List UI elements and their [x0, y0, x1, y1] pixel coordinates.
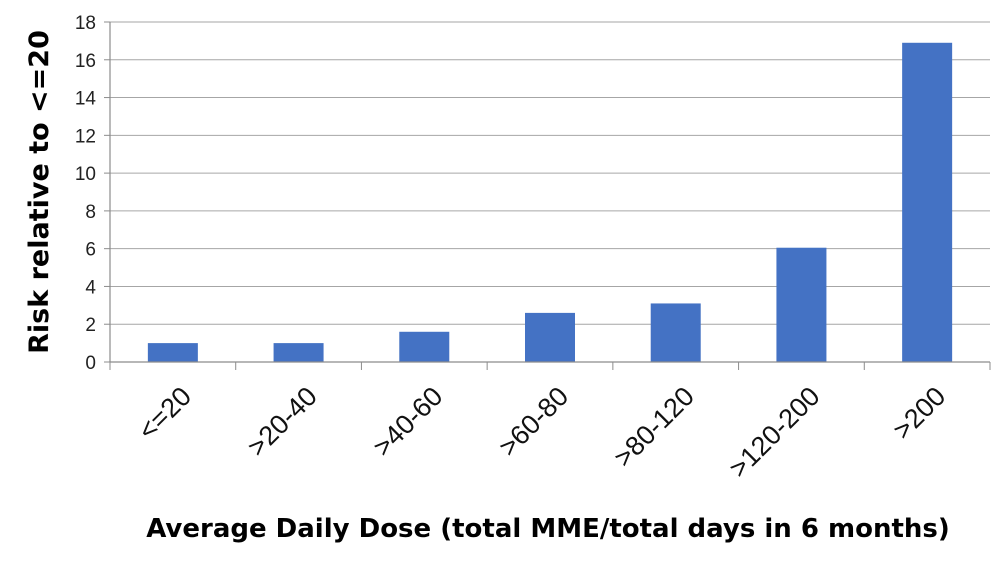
x-tick-label: >20-40 [242, 381, 323, 462]
bar-4 [650, 303, 701, 362]
x-tick-label: >200 [887, 381, 951, 445]
y-axis-title: Risk relative to <=20 [24, 30, 55, 354]
y-tick-labels: 0 2 4 6 8 10 12 14 16 18 [75, 13, 97, 374]
x-tick-label: >40-60 [367, 381, 448, 462]
y-tick-label: 12 [75, 126, 96, 147]
y-tick-label: 16 [75, 51, 96, 72]
bar-6 [902, 42, 953, 363]
bar-2 [399, 331, 450, 362]
y-tick-label: 0 [85, 353, 96, 374]
bar-0 [147, 343, 198, 362]
bar-3 [525, 312, 575, 362]
x-tick-label: >80-120 [608, 381, 700, 473]
gridlines [104, 21, 991, 370]
axes [109, 22, 990, 363]
x-tick-label: >60-80 [493, 381, 574, 462]
x-tick-label: <=20 [132, 381, 197, 446]
bar-5 [776, 247, 827, 362]
y-tick-label: 14 [75, 89, 97, 110]
y-tick-label: 18 [75, 13, 96, 34]
y-tick-label: 4 [85, 277, 96, 298]
x-tick-label: >120-200 [723, 381, 825, 483]
x-axis-title: Average Daily Dose (total MME/total days… [146, 514, 950, 544]
bar-1 [273, 343, 324, 362]
x-tick-labels: <=20 >20-40 >40-60 >60-80 >80-120 >120-200 >20… [132, 381, 951, 483]
y-tick-label: 8 [85, 202, 96, 223]
bars [147, 42, 953, 363]
y-tick-label: 10 [75, 164, 96, 185]
y-tick-label: 6 [85, 240, 96, 261]
y-tick-label: 2 [85, 315, 96, 336]
